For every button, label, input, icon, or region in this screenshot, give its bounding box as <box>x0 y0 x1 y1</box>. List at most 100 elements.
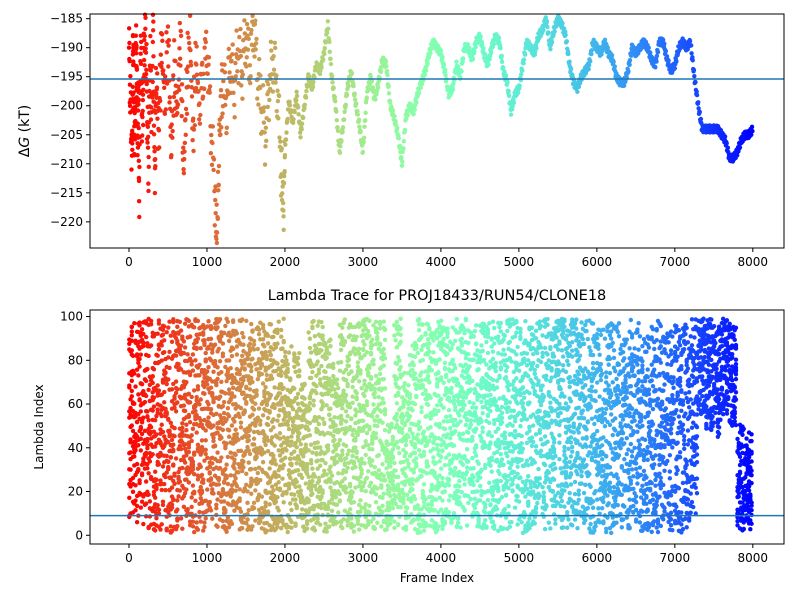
bottom-plot-point <box>331 365 336 371</box>
bottom-plot-point <box>164 453 169 459</box>
bottom-plot-point <box>292 492 297 497</box>
top-plot-point <box>134 67 140 72</box>
bottom-plot-point <box>380 396 385 401</box>
bottom-plot-point <box>331 361 336 367</box>
bottom-plot-point <box>280 450 285 455</box>
bottom-plot-point <box>138 409 144 414</box>
bottom-plot-point <box>202 338 207 343</box>
bottom-plot-point <box>285 362 290 367</box>
bottom-plot-point <box>276 448 281 453</box>
bottom-plot-point <box>234 344 240 349</box>
bottom-plot-point <box>366 469 371 474</box>
bottom-plot-point <box>354 449 359 454</box>
top-plot-point <box>169 122 174 127</box>
top-plot-point <box>521 61 526 66</box>
bottom-plot-point <box>250 328 255 333</box>
bottom-plot-point <box>289 439 294 444</box>
top-plot-y-tick-label: −195 <box>50 70 83 84</box>
bottom-plot-point <box>373 373 379 379</box>
bottom-plot-point <box>376 394 382 400</box>
bottom-plot-point <box>265 341 271 346</box>
top-plot-point <box>690 58 695 63</box>
top-plot-point <box>197 121 203 126</box>
top-plot-point <box>136 102 141 107</box>
top-plot-point <box>140 92 146 97</box>
bottom-plot-point <box>226 434 232 439</box>
top-plot-point <box>205 71 210 77</box>
bottom-plot-point <box>155 407 160 412</box>
bottom-plot-point <box>172 405 177 411</box>
bottom-plot-point <box>410 431 415 436</box>
top-plot-point <box>588 59 593 64</box>
top-plot-point <box>277 135 282 140</box>
top-plot-point <box>390 108 396 113</box>
top-plot-point <box>343 102 348 108</box>
bottom-plot-point <box>198 345 203 351</box>
bottom-plot-lambda: Lambda Trace for PROJ18433/RUN54/CLONE18… <box>32 288 785 585</box>
top-plot-point <box>240 96 245 101</box>
bottom-plot-point <box>205 487 210 492</box>
bottom-plot-point <box>203 438 208 443</box>
bottom-plot-point <box>234 431 240 437</box>
top-plot-point <box>334 118 339 123</box>
top-plot-point <box>188 47 193 53</box>
bottom-plot-point <box>211 423 216 428</box>
top-plot-point <box>271 67 277 72</box>
bottom-plot-point <box>382 407 388 412</box>
bottom-plot-point <box>254 451 259 456</box>
top-plot-point <box>210 124 216 129</box>
top-plot-point <box>627 57 633 63</box>
bottom-plot-point <box>159 358 164 363</box>
bottom-plot-point <box>138 505 144 510</box>
top-plot-point <box>278 139 283 144</box>
top-plot-point <box>257 85 263 91</box>
top-plot-point <box>653 65 658 70</box>
top-plot-point <box>331 85 336 91</box>
bottom-plot-point <box>415 350 421 356</box>
bottom-plot-point <box>285 369 290 375</box>
bottom-plot-point <box>394 401 400 406</box>
bottom-plot-point <box>398 332 403 338</box>
bottom-plot-point <box>295 355 301 361</box>
top-plot-point <box>724 141 729 146</box>
bottom-plot-point <box>316 415 322 420</box>
bottom-plot-point <box>367 427 372 432</box>
bottom-plot-point <box>207 499 212 505</box>
bottom-plot-point <box>134 503 140 509</box>
bottom-plot-point <box>340 452 345 457</box>
bottom-plot-point <box>208 407 214 412</box>
top-plot-point <box>275 88 280 93</box>
bottom-plot-point <box>186 318 192 324</box>
bottom-plot-point <box>164 528 169 533</box>
bottom-plot-point <box>368 350 374 356</box>
bottom-plot-point <box>203 358 208 364</box>
bottom-plot-point <box>169 502 175 507</box>
bottom-plot-point <box>316 478 322 484</box>
bottom-plot-point <box>233 427 238 432</box>
bottom-plot-point <box>370 343 375 348</box>
bottom-plot-point <box>372 386 377 392</box>
top-plot-point <box>383 58 389 64</box>
bottom-plot-point <box>168 420 173 425</box>
top-plot-point <box>370 85 376 90</box>
top-plot-point <box>177 56 183 61</box>
bottom-plot-point <box>249 466 254 472</box>
top-plot-point <box>272 45 278 51</box>
bottom-plot-point <box>298 442 304 447</box>
top-plot-point <box>136 125 141 131</box>
bottom-plot-point <box>182 345 188 350</box>
bottom-plot-point <box>292 386 297 391</box>
bottom-plot-point <box>173 390 179 396</box>
top-plot-point <box>130 141 135 146</box>
bottom-plot-point <box>242 408 247 413</box>
bottom-plot-point <box>245 489 250 494</box>
bottom-plot-point <box>376 468 382 473</box>
top-plot-point <box>296 112 301 117</box>
bottom-plot-point <box>373 326 379 331</box>
top-plot-point <box>265 82 271 87</box>
bottom-plot-point <box>316 421 322 427</box>
bottom-plot-point <box>251 436 257 441</box>
bottom-plot-point <box>190 519 196 524</box>
top-plot-point <box>725 145 731 150</box>
bottom-plot-point <box>171 442 176 447</box>
